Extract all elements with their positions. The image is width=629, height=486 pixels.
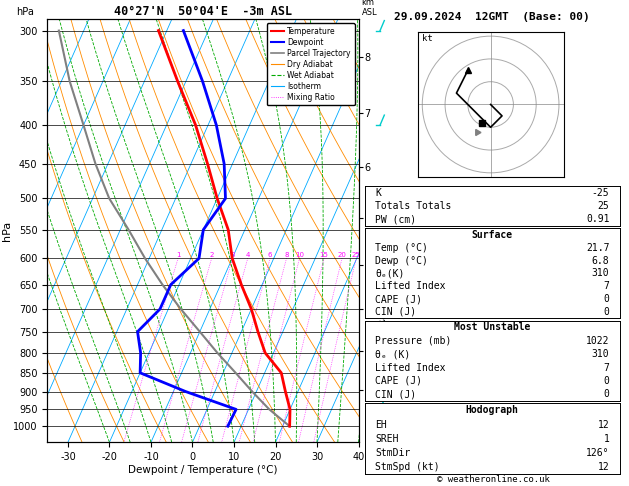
- Text: SREH: SREH: [375, 434, 399, 444]
- Text: 8: 8: [284, 252, 289, 259]
- Text: 21.7: 21.7: [586, 243, 610, 253]
- Text: StmSpd (kt): StmSpd (kt): [375, 462, 440, 472]
- Text: Lifted Index: Lifted Index: [375, 281, 445, 291]
- Text: kt: kt: [422, 34, 433, 43]
- Text: 0: 0: [603, 376, 610, 386]
- Text: 10: 10: [295, 252, 304, 259]
- Title: 40°27'N  50°04'E  -3m ASL: 40°27'N 50°04'E -3m ASL: [114, 5, 292, 18]
- Text: © weatheronline.co.uk: © weatheronline.co.uk: [437, 474, 550, 484]
- Text: Lifted Index: Lifted Index: [375, 363, 445, 373]
- Text: 20: 20: [338, 252, 347, 259]
- Text: 6.8: 6.8: [592, 256, 610, 265]
- Text: Surface: Surface: [472, 230, 513, 240]
- Text: θₑ (K): θₑ (K): [375, 349, 410, 359]
- Text: Most Unstable: Most Unstable: [454, 322, 530, 332]
- Text: Hodograph: Hodograph: [465, 405, 519, 416]
- Text: 1022: 1022: [586, 336, 610, 346]
- Text: LCL: LCL: [365, 362, 380, 371]
- Text: EH: EH: [375, 419, 387, 430]
- Text: CIN (J): CIN (J): [375, 307, 416, 317]
- Text: 12: 12: [598, 462, 610, 472]
- X-axis label: Dewpoint / Temperature (°C): Dewpoint / Temperature (°C): [128, 465, 277, 475]
- Text: θₑ(K): θₑ(K): [375, 268, 404, 278]
- Legend: Temperature, Dewpoint, Parcel Trajectory, Dry Adiabat, Wet Adiabat, Isotherm, Mi: Temperature, Dewpoint, Parcel Trajectory…: [267, 23, 355, 105]
- Text: 2: 2: [209, 252, 214, 259]
- Text: 0: 0: [603, 307, 610, 317]
- Text: -25: -25: [592, 188, 610, 198]
- Text: 25: 25: [352, 252, 360, 259]
- Text: 1: 1: [603, 434, 610, 444]
- Text: PW (cm): PW (cm): [375, 214, 416, 225]
- Text: 310: 310: [592, 349, 610, 359]
- Text: km
ASL: km ASL: [362, 0, 377, 17]
- Text: CAPE (J): CAPE (J): [375, 376, 422, 386]
- Text: 4: 4: [245, 252, 250, 259]
- Text: 0.91: 0.91: [586, 214, 610, 225]
- Text: 7: 7: [603, 363, 610, 373]
- Text: hPa: hPa: [16, 7, 34, 17]
- Text: Mixing Ratio (g/kg): Mixing Ratio (g/kg): [379, 276, 388, 355]
- Text: 310: 310: [592, 268, 610, 278]
- Text: 29.09.2024  12GMT  (Base: 00): 29.09.2024 12GMT (Base: 00): [394, 12, 590, 22]
- Text: CAPE (J): CAPE (J): [375, 294, 422, 304]
- Text: K: K: [375, 188, 381, 198]
- Text: 1: 1: [175, 252, 181, 259]
- Text: Dewp (°C): Dewp (°C): [375, 256, 428, 265]
- Text: 7: 7: [603, 281, 610, 291]
- Text: Pressure (mb): Pressure (mb): [375, 336, 452, 346]
- Text: 3: 3: [230, 252, 235, 259]
- Text: StmDir: StmDir: [375, 448, 410, 458]
- Text: 12: 12: [598, 419, 610, 430]
- Text: 126°: 126°: [586, 448, 610, 458]
- Text: Temp (°C): Temp (°C): [375, 243, 428, 253]
- Text: 0: 0: [603, 389, 610, 399]
- Text: 6: 6: [268, 252, 272, 259]
- Text: CIN (J): CIN (J): [375, 389, 416, 399]
- Text: 0: 0: [603, 294, 610, 304]
- Text: 25: 25: [598, 201, 610, 211]
- Y-axis label: hPa: hPa: [1, 221, 11, 241]
- Text: 15: 15: [320, 252, 328, 259]
- Text: Totals Totals: Totals Totals: [375, 201, 452, 211]
